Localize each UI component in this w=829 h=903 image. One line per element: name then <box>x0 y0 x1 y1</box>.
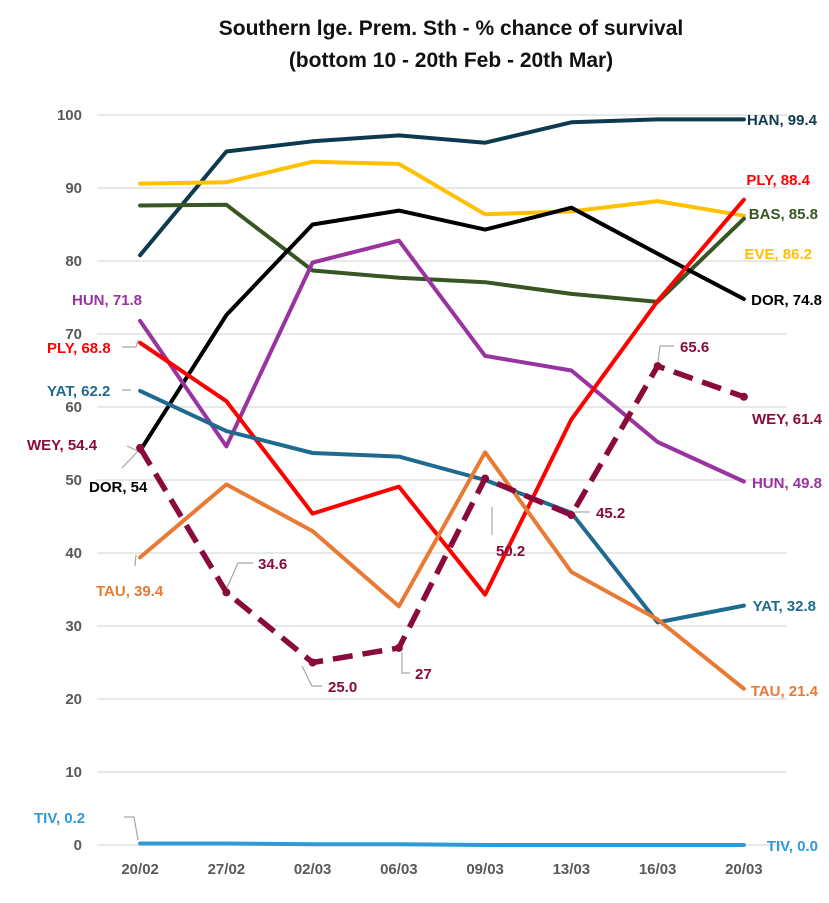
leader-line-dor-54 <box>121 448 141 469</box>
wey-point-13-03 <box>567 511 576 520</box>
y-tick-label: 20 <box>65 691 82 708</box>
x-tick-label-13-03: 13/03 <box>553 861 591 878</box>
leader-line-ply-68-8 <box>122 339 139 348</box>
data-label-tau-21-4: TAU, 21.4 <box>751 683 819 700</box>
data-label-dor-54: DOR, 54 <box>89 479 148 496</box>
x-tick-label-20-02: 20/02 <box>121 861 159 878</box>
leader-line-34-6 <box>224 562 253 593</box>
data-label-han-99-4: HAN, 99.4 <box>747 112 818 129</box>
data-label-50-2: 50.2 <box>496 543 525 560</box>
data-label-hun-49-8: HUN, 49.8 <box>752 475 822 492</box>
series-line-hun <box>138 238 746 484</box>
x-axis-ticks: 20/02 27/02 02/03 06/03 09/03 13/03 16/03 20/03 <box>121 861 762 878</box>
data-label-yat-32-8: YAT, 32.8 <box>753 598 816 615</box>
x-tick-label-02-03: 02/03 <box>294 861 332 878</box>
y-tick-label: 90 <box>65 180 82 197</box>
leader-line-wey-54-4 <box>126 445 139 452</box>
data-label-tiv-0-2: TIV, 0.2 <box>34 810 85 827</box>
y-tick-label: 30 <box>65 618 82 635</box>
y-axis-ticks: 0 10 20 30 40 50 60 70 80 90 100 <box>57 107 82 854</box>
series-line-han <box>138 117 746 258</box>
data-label-yat-62-2: YAT, 62.2 <box>47 383 110 400</box>
data-label-bas-85-8: BAS, 85.8 <box>749 206 818 223</box>
y-tick-label: 10 <box>65 764 82 781</box>
series-line-yat <box>138 388 746 625</box>
data-label-wey-54-4: WEY, 54.4 <box>27 437 98 454</box>
series-line-wey <box>137 363 745 666</box>
series-line-ply <box>138 197 746 597</box>
y-tick-label: 50 <box>65 472 82 489</box>
wey-point-02-03 <box>308 658 317 667</box>
data-label-25-0: 25.0 <box>328 679 357 696</box>
label-leader-lines <box>121 339 674 841</box>
gridlines <box>97 114 787 846</box>
series-line-dor <box>138 205 746 453</box>
series-lines <box>136 117 748 847</box>
series-line-bas <box>138 202 746 304</box>
x-tick-label-20-03: 20/03 <box>725 861 763 878</box>
y-tick-label: 70 <box>65 326 82 343</box>
data-label-wey-61-4: WEY, 61.4 <box>752 411 823 428</box>
wey-point-20-02 <box>136 443 145 452</box>
leader-line-65-6 <box>657 345 674 363</box>
leader-line-tiv-0-2 <box>124 816 139 841</box>
x-tick-label-06-03: 06/03 <box>380 861 418 878</box>
wey-point-20-03 <box>739 392 748 401</box>
wey-point-16-03 <box>653 362 662 371</box>
series-line-tiv <box>138 841 746 847</box>
data-labels: HAN, 99.4 PLY, 88.4 BAS, 85.8 EVE, 86.2 DOR,… <box>27 112 823 855</box>
data-label-tau-39-4: TAU, 39.4 <box>96 583 164 600</box>
data-label-ply-68-8: PLY, 68.8 <box>47 340 111 357</box>
y-tick-label: 80 <box>65 253 82 270</box>
y-tick-label: 0 <box>74 837 82 854</box>
y-tick-label: 100 <box>57 107 82 124</box>
chart-title: Southern lge. Prem. Sth - % chance of su… <box>219 17 683 40</box>
leader-line-25-0 <box>301 665 322 687</box>
y-tick-label: 40 <box>65 545 82 562</box>
leader-line-tau-39-4 <box>134 554 137 567</box>
data-label-dor-74-8: DOR, 74.8 <box>751 292 822 309</box>
x-tick-label-27-02: 27/02 <box>208 861 246 878</box>
y-tick-label: 60 <box>65 399 82 416</box>
data-label-hun-71-8: HUN, 71.8 <box>72 292 142 309</box>
wey-point-09-03 <box>481 474 490 483</box>
data-label-eve-86-2: EVE, 86.2 <box>744 246 812 263</box>
x-tick-label-09-03: 09/03 <box>466 861 504 878</box>
x-tick-label-16-03: 16/03 <box>639 861 677 878</box>
data-label-ply-88-4: PLY, 88.4 <box>746 172 810 189</box>
data-label-tiv-0-0: TIV, 0.0 <box>767 838 818 855</box>
wey-point-06-03 <box>394 643 403 652</box>
data-label-27: 27 <box>415 666 432 683</box>
chart-subtitle: (bottom 10 - 20th Feb - 20th Mar) <box>289 49 613 72</box>
series-line-eve <box>138 159 746 218</box>
data-label-65-6: 65.6 <box>680 339 709 356</box>
series-line-tau <box>138 450 746 691</box>
wey-point-27-02 <box>222 588 231 597</box>
data-label-34-6: 34.6 <box>258 556 287 573</box>
leader-line-27 <box>401 652 410 674</box>
data-label-45-2: 45.2 <box>596 505 625 522</box>
